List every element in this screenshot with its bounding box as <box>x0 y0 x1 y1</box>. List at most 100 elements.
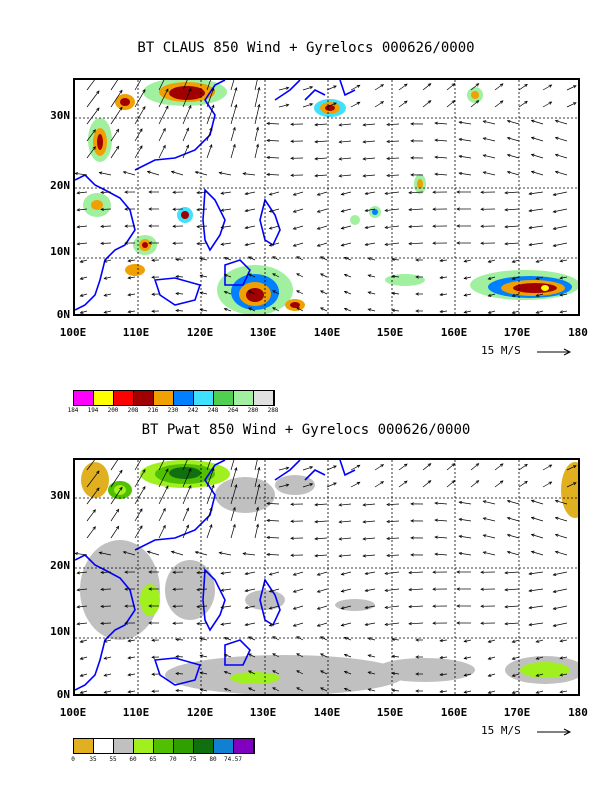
wind-vector-head <box>127 639 132 643</box>
wind-vector <box>254 524 259 539</box>
wind-vector <box>398 83 408 91</box>
wind-vector <box>363 554 376 557</box>
wind-vector <box>302 86 313 91</box>
wind-vector <box>504 191 520 194</box>
wind-vector <box>560 639 568 642</box>
wind-vector <box>269 191 280 196</box>
wind-vector-head <box>196 587 200 592</box>
wind-vector <box>385 225 400 229</box>
wind-vector-head <box>456 207 460 211</box>
wind-vector-head <box>290 536 294 540</box>
wind-vector <box>555 120 568 125</box>
wind-vector-head <box>272 290 276 294</box>
wind-vector <box>302 483 313 488</box>
wind-vector <box>504 588 520 591</box>
wind-vector-head <box>548 84 553 88</box>
wind-vector-head <box>487 276 492 280</box>
wind-vector-head <box>96 90 100 94</box>
wind-vector <box>488 690 496 694</box>
wind-vector-head <box>506 153 511 157</box>
wind-vector-head <box>552 606 557 610</box>
wind-vector-head <box>415 638 419 642</box>
wind-vector-head <box>127 673 132 677</box>
wind-vector-head <box>272 307 276 311</box>
wind-vector-head <box>506 499 511 503</box>
wind-vector <box>175 690 184 692</box>
wind-vector-head <box>530 499 535 503</box>
wind-vector <box>434 536 448 539</box>
wind-vector <box>386 520 400 523</box>
wind-vector <box>314 157 328 160</box>
wind-vector <box>147 171 160 176</box>
wind-vector-head <box>343 670 348 674</box>
wind-vector <box>104 293 112 297</box>
wind-vector-head <box>528 606 533 610</box>
wind-vector <box>206 524 213 539</box>
wind-vector-head <box>290 122 294 126</box>
wind-vector <box>553 571 568 576</box>
wind-vector-head <box>100 621 104 626</box>
wind-vector-head <box>408 224 412 229</box>
wind-vector-head <box>386 122 390 127</box>
wind-vector-head <box>309 86 314 90</box>
wind-vector-head <box>314 157 318 161</box>
wind-vector-head <box>432 604 436 608</box>
panel1-xlabel-170e: 170E <box>503 326 531 339</box>
wind-vector <box>440 690 448 693</box>
wind-vector <box>104 639 112 643</box>
wind-vector <box>488 259 496 263</box>
wind-vector-head <box>408 621 412 626</box>
panel1-xlabel-150e: 150E <box>376 326 404 339</box>
wind-vector-head <box>410 173 414 177</box>
wind-vector-head <box>119 106 123 111</box>
wind-vector <box>365 225 376 229</box>
panel1-xlabel-130e: 130E <box>249 326 277 339</box>
wind-vector-head <box>103 690 108 694</box>
wind-vector-head <box>504 225 508 229</box>
wind-vector-head <box>343 273 348 277</box>
wind-vector-head <box>100 241 104 246</box>
wind-vector-head <box>96 107 100 111</box>
wind-vector-head <box>220 571 225 575</box>
wind-vector <box>293 225 304 230</box>
colorbar-swatch <box>114 739 134 753</box>
wind-vector <box>110 470 123 488</box>
wind-vector <box>200 309 208 312</box>
wind-vector-head <box>439 258 444 263</box>
wind-vector-head <box>530 516 535 520</box>
wind-vector-head <box>124 241 128 245</box>
wind-vector <box>243 173 256 176</box>
wind-vector <box>104 276 112 280</box>
wind-vector-head <box>115 525 120 530</box>
wind-vector <box>512 639 520 643</box>
panel1-xlabel-100e: 100E <box>59 326 87 339</box>
wind-vector-head <box>559 276 564 280</box>
wind-vector-head <box>124 190 128 194</box>
wind-vector-head <box>119 469 123 474</box>
wind-vector <box>134 486 146 505</box>
wind-vector <box>392 258 400 261</box>
wind-vector-head <box>296 636 300 640</box>
wind-vector-head <box>151 275 155 279</box>
wind-vector-head <box>232 126 236 131</box>
wind-vector-head <box>100 587 104 592</box>
wind-vector <box>440 259 448 262</box>
wind-vector-head <box>391 654 396 658</box>
wind-vector <box>200 655 208 658</box>
wind-vector <box>320 307 328 312</box>
wind-vector-head <box>384 208 389 213</box>
wind-vector <box>339 537 352 540</box>
wind-vector-head <box>362 157 367 161</box>
wind-vector-head <box>232 523 236 528</box>
wind-vector-head <box>439 672 444 677</box>
wind-vector <box>529 622 544 626</box>
wind-vector-head <box>272 273 276 277</box>
wind-vector <box>386 123 400 126</box>
panel1-ylabel-10n: 10N <box>50 245 70 258</box>
wind-vector-head <box>316 623 321 627</box>
wind-vector-head <box>458 171 463 176</box>
wind-vector-head <box>139 525 143 529</box>
wind-vector-head <box>142 106 146 110</box>
colorbar-label: 264 <box>227 407 239 414</box>
wind-vector-head <box>124 207 128 211</box>
